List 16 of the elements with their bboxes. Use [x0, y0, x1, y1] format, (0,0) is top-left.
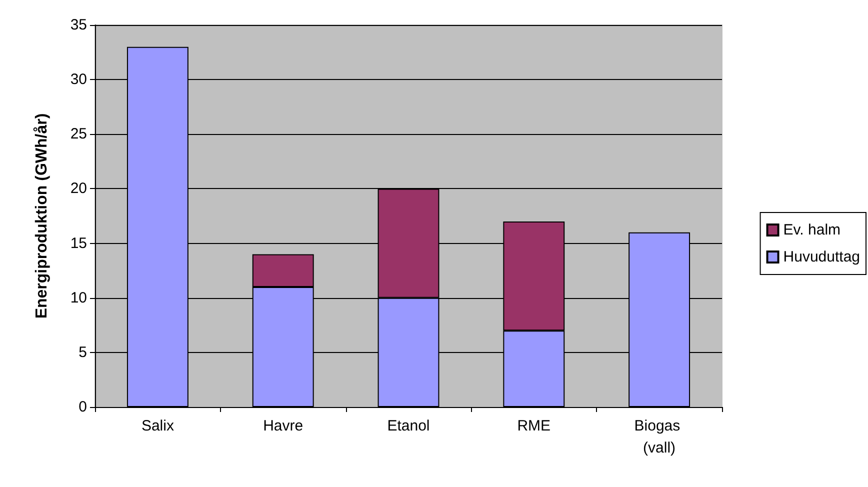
y-tick-label: 35 — [70, 16, 87, 34]
legend-label: Ev. halm — [783, 222, 841, 238]
x-tick-label: Biogas (vall) — [634, 418, 684, 456]
y-axis-title: Energiproduktion (GWh/år) — [32, 113, 50, 319]
y-tick-label: 5 — [78, 344, 87, 361]
y-tick-label: 30 — [70, 71, 87, 88]
y-tick-label: 20 — [70, 180, 87, 198]
y-tick-label: 10 — [70, 289, 87, 306]
y-tick-label: 15 — [70, 234, 87, 252]
x-tick-label: RME — [517, 418, 551, 434]
x-tick-label: Havre — [263, 418, 304, 434]
y-tick-label: 0 — [78, 398, 87, 416]
legend-label: Huvuduttag — [783, 248, 860, 266]
y-tick-label: 25 — [70, 126, 87, 143]
x-tick-label: Etanol — [387, 418, 430, 434]
x-tick-label: Salix — [141, 418, 174, 434]
